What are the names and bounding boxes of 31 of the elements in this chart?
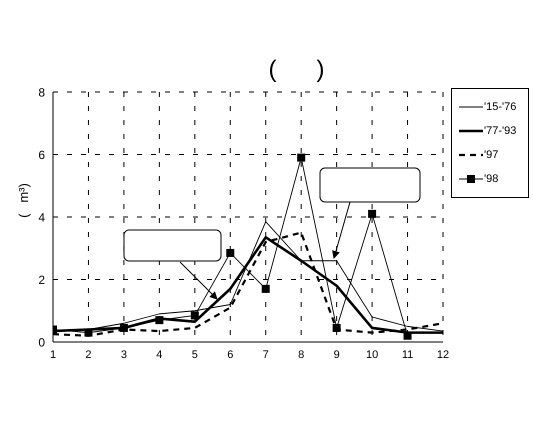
x-tick-label: 10 [366,348,378,361]
x-tick-label: 6 [227,348,234,361]
legend-label: '77-'93 [484,125,516,137]
x-tick-label: 1 [50,348,56,361]
y-tick-label: 0 [38,335,46,350]
legend-label: '98 [484,173,498,185]
point [368,210,376,218]
x-tick-label: 4 [156,348,162,361]
x-tick-label: 5 [192,348,198,361]
y-tick-label: 6 [38,148,46,162]
legend-label: '15-'76 [484,101,516,113]
point [226,248,234,257]
y-tick-label: 8 [38,85,46,100]
x-tick-label: 3 [120,348,127,361]
x-tick-label: 11 [402,348,414,361]
x-tick-label: 12 [436,348,450,361]
chart-title: ( ) [268,56,326,84]
x-tick-label: 8 [298,348,304,361]
point [297,154,306,162]
legend-label: '97 [484,149,498,161]
point [262,284,270,293]
y-tick-label: 2 [38,272,46,287]
point [190,311,199,320]
point [332,324,341,332]
x-tick-label: 7 [262,348,269,361]
y-axis-title: ( m³) [16,182,30,218]
x-tick-label: 9 [334,348,340,361]
x-tick-label: 2 [85,348,92,361]
y-tick-label: 4 [38,210,46,224]
point [155,316,164,324]
point [120,324,128,332]
